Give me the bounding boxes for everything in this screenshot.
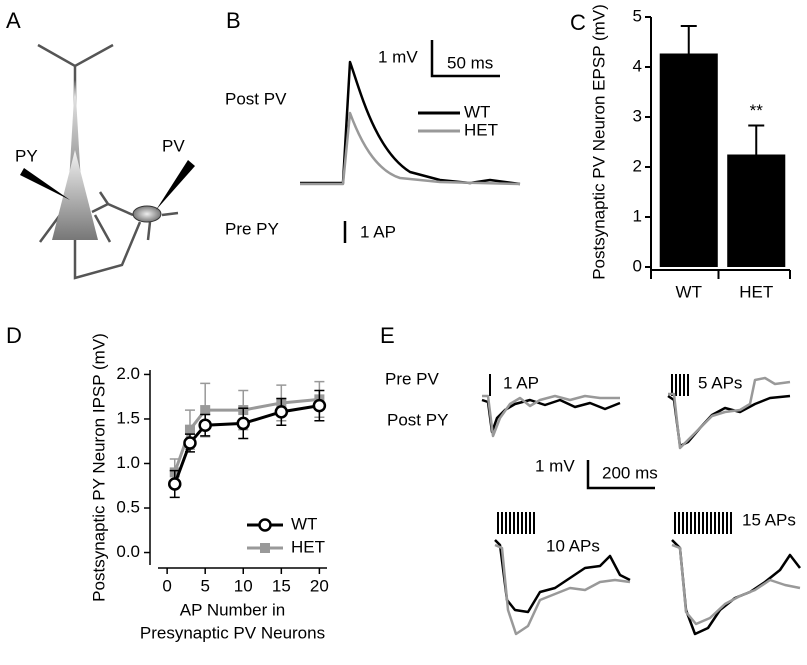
error-bar (680, 25, 697, 54)
point (236, 416, 251, 431)
cell-label: PY (15, 146, 38, 165)
cell-label: PV (162, 136, 185, 155)
x-axis-label: AP Number in (180, 600, 286, 619)
point (198, 418, 212, 432)
y-tick-label: 2 (633, 156, 642, 175)
point (184, 424, 195, 435)
trace-het (668, 376, 791, 450)
y-tick-label: 1.5 (116, 408, 140, 427)
annotation: ** (750, 101, 764, 120)
x-tick-label: WT (676, 282, 702, 301)
row-label: Post PY (387, 410, 448, 429)
bar (727, 154, 786, 267)
y-tick-label: 0.5 (116, 497, 140, 516)
trace-het (494, 543, 631, 636)
trace-wt (300, 60, 521, 186)
row-label: Pre PY (225, 219, 279, 238)
y-tick-label: 1 (633, 206, 642, 225)
legend-marker (258, 518, 272, 532)
y-axis-label: Postsynaptic PV Neuron EPSP (mV) (589, 4, 608, 280)
point (200, 405, 211, 416)
scale-bar (430, 40, 500, 78)
panel-label: E (380, 323, 395, 348)
trace-het (482, 394, 620, 438)
legend-label: HET (464, 120, 498, 139)
y-tick-label: 5 (633, 6, 642, 25)
y-tick-label: 4 (633, 56, 642, 75)
panel-label: B (226, 8, 241, 33)
scale-label: 200 ms (602, 463, 658, 482)
trace-wt (667, 394, 791, 448)
point (312, 398, 327, 413)
py-soma (52, 150, 98, 240)
electrode (156, 160, 195, 210)
panel-label: A (6, 8, 21, 33)
y-tick-label: 0.0 (116, 542, 140, 561)
panel-label: C (570, 10, 586, 35)
x-axis-label: Presynaptic PV Neurons (140, 623, 325, 642)
point (167, 477, 182, 491)
scale-label: 1 mV (535, 456, 575, 475)
y-tick-label: 2.0 (116, 364, 140, 383)
x-tick-label: 10 (234, 576, 253, 595)
scale-label: 50 ms (447, 53, 493, 72)
row-label: Post PV (225, 89, 287, 108)
stimulus-label: 10 APs (546, 536, 600, 555)
stimulus-bar (671, 374, 689, 396)
stimulus-label: 1 AP (360, 222, 396, 241)
y-tick-label: 1.0 (116, 453, 140, 472)
panel-label: D (6, 323, 22, 348)
electrode (20, 168, 70, 200)
x-tick-label: 15 (272, 576, 291, 595)
neuron-diagram (37, 43, 179, 280)
x-tick-label: 0 (162, 576, 171, 595)
stimulus-bar (497, 512, 535, 534)
x-tick-label: 20 (310, 576, 329, 595)
point (274, 405, 289, 419)
x-tick-label: HET (739, 282, 773, 301)
bar (659, 53, 718, 267)
pv-soma (132, 205, 162, 223)
legend-label: WT (464, 102, 490, 121)
stimulus-bar (674, 512, 732, 534)
y-tick-label: 3 (633, 106, 642, 125)
x-tick-label: 5 (200, 576, 209, 595)
trace-het (671, 543, 801, 626)
scale-label: 1 mV (378, 47, 418, 66)
legend-label: HET (291, 537, 325, 556)
point (183, 436, 197, 450)
y-tick-label: 0 (633, 256, 642, 275)
legend-label: WT (291, 514, 317, 533)
y-axis-label: Postsynaptic PY Neuron IPSP (mV) (89, 333, 108, 602)
row-label: Pre PV (385, 369, 440, 388)
stimulus-label: 15 APs (742, 510, 796, 529)
error-bar (748, 124, 765, 155)
stimulus-label: 1 AP (503, 373, 539, 392)
trace-het (300, 111, 521, 186)
stimulus-label: 5 APs (698, 373, 742, 392)
scale-bar (586, 460, 655, 490)
legend-marker (260, 543, 270, 553)
